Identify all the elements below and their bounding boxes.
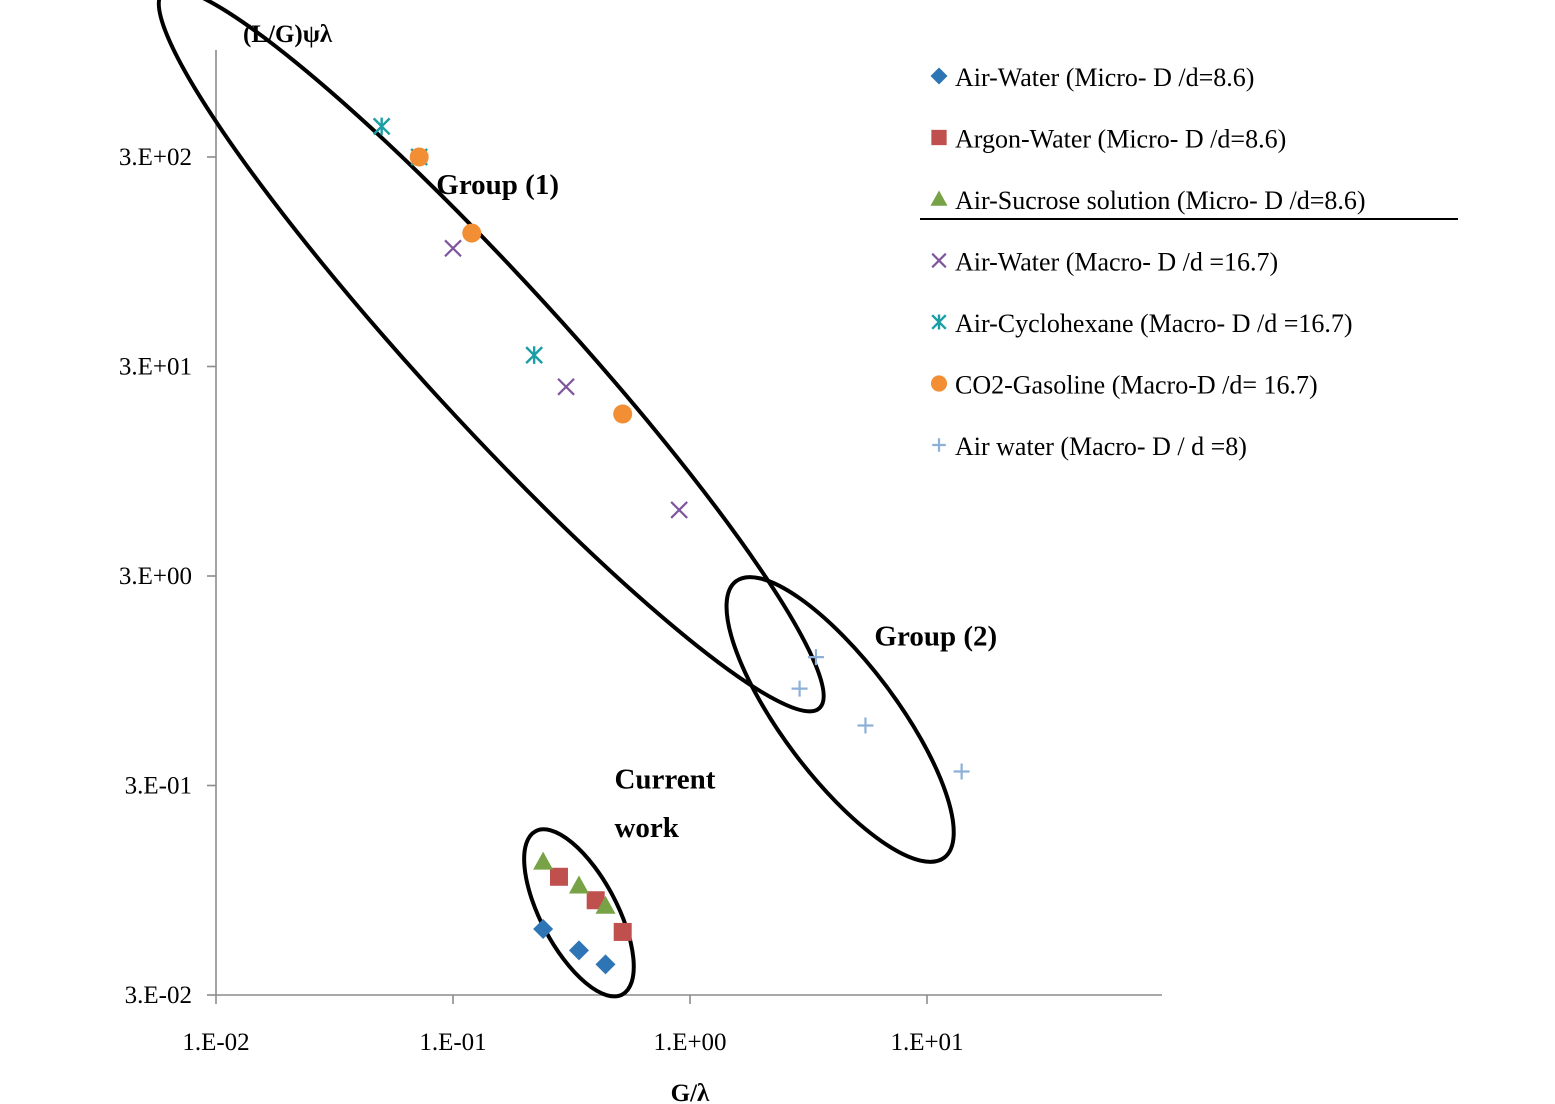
legend-label: Air-Water (Micro- D /d=8.6) — [955, 63, 1254, 92]
y-tick-label: 3.E+02 — [119, 144, 192, 171]
y-tick-label: 3.E-01 — [125, 773, 192, 800]
data-point — [533, 851, 554, 870]
y-tick-label: 3.E-02 — [125, 982, 192, 1009]
group-ellipses — [156, 0, 956, 999]
data-point — [953, 763, 970, 780]
data-point — [857, 717, 874, 734]
x-tick-label: 1.E-02 — [182, 1029, 249, 1056]
legend-label: Air-Sucrose solution (Micro- D /d=8.6) — [955, 186, 1366, 215]
y-tick-label: 3.E+01 — [119, 354, 192, 381]
group-label: Current — [614, 764, 715, 796]
group-annotations: Group (1) Group (2) Current work — [436, 169, 997, 844]
data-point — [549, 867, 568, 886]
legend-marker — [931, 129, 947, 146]
group-ellipse — [724, 575, 956, 864]
y-tick-label: 3.E+00 — [119, 563, 192, 590]
data-point — [409, 147, 429, 167]
group-label: Group (1) — [436, 169, 559, 201]
data-point — [613, 404, 633, 424]
legend-marker — [932, 438, 946, 452]
legend-label: CO2-Gasoline (Macro-D /d= 16.7) — [955, 371, 1318, 400]
x-tick-label: 1.E+01 — [890, 1029, 963, 1056]
group-label: Group (2) — [874, 620, 997, 652]
legend-marker — [931, 252, 947, 269]
data-point — [525, 346, 544, 364]
data-point — [462, 223, 482, 243]
data-point — [791, 680, 808, 697]
x-axis-title: G/λ — [671, 1080, 710, 1104]
legend: Air-Water (Micro- D /d=8.6) Argon-Water (… — [920, 63, 1458, 461]
legend-marker — [931, 314, 947, 330]
legend-label: Air-Cyclohexane (Macro- D /d =16.7) — [955, 309, 1353, 338]
data-point — [586, 891, 605, 910]
y-axis-title: (L/G)ψλ — [243, 21, 333, 48]
data-point — [807, 649, 824, 666]
data-point — [670, 501, 688, 519]
data-point — [568, 940, 589, 961]
legend-label: Argon-Water (Micro- D /d=8.6) — [955, 125, 1286, 154]
data-point — [595, 954, 616, 975]
x-tick-label: 1.E-01 — [419, 1029, 486, 1056]
group-label: work — [614, 812, 679, 844]
legend-marker — [930, 67, 948, 85]
legend-marker — [930, 190, 948, 206]
data-point — [372, 117, 391, 136]
data-point — [568, 875, 589, 894]
legend-label: Air-Water (Macro- D /d =16.7) — [955, 248, 1278, 277]
data-points — [372, 117, 970, 975]
legend-marker — [930, 375, 948, 392]
data-point — [595, 895, 616, 914]
data-point — [613, 922, 632, 941]
legend-label: Air water (Macro- D / d =8) — [955, 432, 1247, 461]
data-point — [444, 239, 462, 258]
data-point — [557, 378, 575, 396]
x-tick-label: 1.E+00 — [653, 1029, 726, 1056]
axes: 3.E-02 3.E-01 3.E+00 3.E+01 3.E+02 1.E-02 1.E-… — [119, 50, 1162, 1056]
data-point — [533, 918, 554, 939]
group-ellipse — [156, 0, 826, 714]
